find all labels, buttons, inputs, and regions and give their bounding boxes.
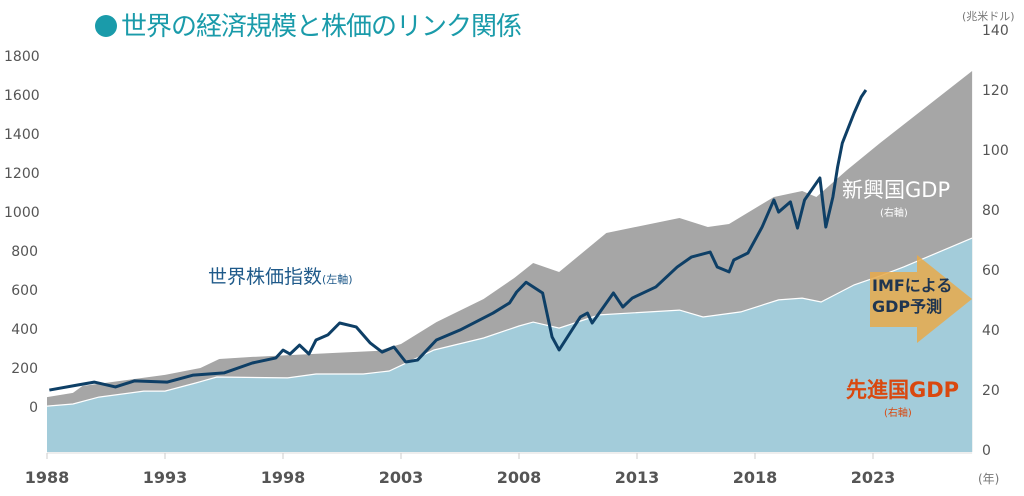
forecast-label: IMFによる GDP予測 <box>872 275 952 317</box>
left-tick-label: 1400 <box>4 127 40 143</box>
x-tick-label: 2008 <box>496 468 542 487</box>
x-tick-label: 2003 <box>378 468 424 487</box>
x-tick-label: 2013 <box>614 468 660 487</box>
right-tick-label: 80 <box>982 203 1000 219</box>
x-axis-unit: (年) <box>978 472 1000 486</box>
title-text: 世界の経済規模と株価のリンク関係 <box>121 12 522 42</box>
left-tick-label: 200 <box>11 361 38 377</box>
left-tick-label: 400 <box>11 322 38 338</box>
left-tick-label: 0 <box>29 400 38 416</box>
title-bullet-icon <box>95 15 117 37</box>
left-tick-label: 1200 <box>4 166 40 182</box>
stock-index-line <box>49 89 868 392</box>
forecast-line2: GDP予測 <box>872 297 943 316</box>
stock-index-label-text: 世界株価指数 <box>208 266 323 288</box>
forecast-line1: IMFによる <box>872 276 953 295</box>
advanced-gdp-area <box>47 238 973 452</box>
forecast-arrow-icon <box>870 255 972 343</box>
stock-axis-note: (左軸) <box>322 273 353 286</box>
right-tick-label: 100 <box>982 143 1009 159</box>
emerging-gdp-label: 新興国GDP <box>842 178 951 202</box>
right-axis-unit: (兆米ドル) <box>962 10 1015 23</box>
advanced-gdp-boundary <box>46 237 973 407</box>
right-tick-label: 140 <box>982 23 1009 39</box>
right-tick-label: 40 <box>982 323 1000 339</box>
x-tick-label: 2018 <box>732 468 778 487</box>
left-tick-label: 800 <box>11 244 38 260</box>
left-tick-label: 1600 <box>4 88 40 104</box>
x-tick-label: 2023 <box>850 468 896 487</box>
right-tick-label: 0 <box>982 443 991 459</box>
chart-title: 世界の経済規模と株価のリンク関係 <box>95 6 522 43</box>
emerging-axis-note: (右軸) <box>880 208 908 219</box>
x-tick-label: 1993 <box>142 468 188 487</box>
advanced-gdp-label: 先進国GDP <box>846 378 960 402</box>
x-tick-label: 1998 <box>260 468 306 487</box>
left-tick-label: 1800 <box>4 49 40 65</box>
x-tick-label: 1988 <box>24 468 70 487</box>
left-tick-label: 1000 <box>4 205 40 221</box>
right-tick-label: 120 <box>982 83 1009 99</box>
right-tick-label: 60 <box>982 263 1000 279</box>
left-tick-label: 600 <box>11 283 38 299</box>
right-tick-label: 20 <box>982 383 1000 399</box>
advanced-axis-note: (右軸) <box>884 408 912 419</box>
stock-index-label: 世界株価指数(左軸) <box>208 262 353 289</box>
